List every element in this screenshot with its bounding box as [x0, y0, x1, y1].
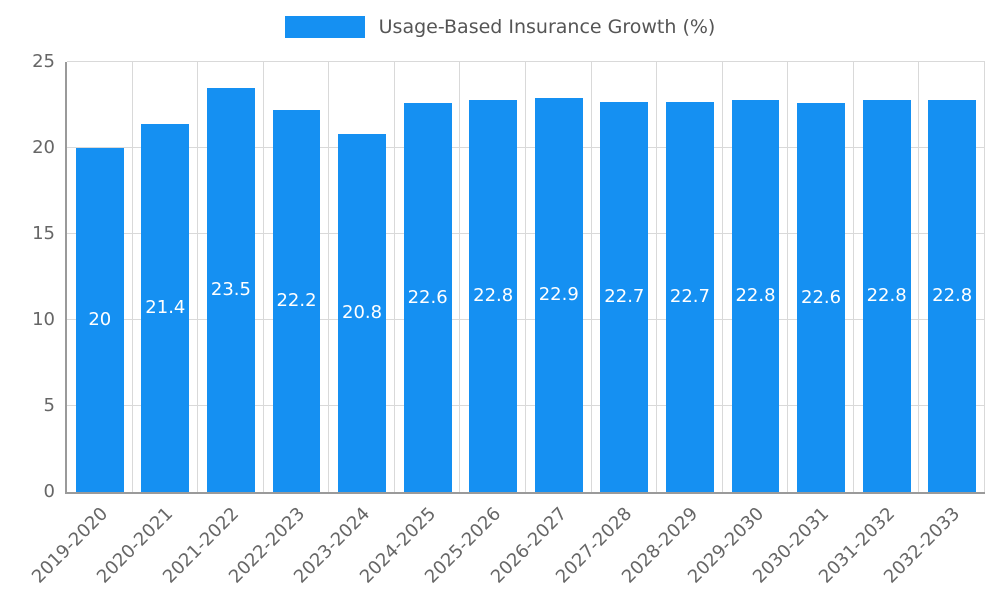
y-tick-label: 10 — [32, 309, 55, 330]
bar — [862, 99, 911, 492]
y-tick-label: 25 — [32, 51, 55, 72]
y-tick-label: 20 — [32, 137, 55, 158]
y-tick-label: 15 — [32, 223, 55, 244]
bar — [534, 98, 583, 492]
v-gridline — [918, 62, 920, 492]
v-gridline — [525, 62, 526, 492]
v-gridline — [984, 62, 985, 492]
bar — [272, 110, 321, 492]
bar-value-label: 22.7 — [669, 285, 710, 307]
bar — [338, 134, 386, 492]
legend-title: Usage-Based Insurance Growth (%) — [378, 16, 716, 38]
bar-value-label: 22.2 — [276, 290, 317, 312]
h-gridline — [67, 233, 985, 234]
v-gridline — [459, 62, 461, 492]
v-gridline — [131, 62, 133, 492]
h-gridline — [67, 147, 985, 148]
bar-value-label: 22.6 — [801, 286, 842, 308]
chart-legend: Usage-Based Insurance Growth (%) — [0, 16, 1000, 38]
v-gridline — [590, 62, 592, 492]
bar — [206, 87, 255, 492]
v-gridline — [852, 62, 854, 492]
bar-value-label: 23.5 — [210, 278, 251, 300]
bar-value-label: 20 — [88, 309, 112, 330]
bar-value-label: 21.4 — [145, 296, 186, 318]
bar-value-label: 22.8 — [932, 284, 973, 306]
bar — [928, 99, 977, 492]
h-gridline — [67, 405, 985, 406]
bar — [797, 103, 845, 492]
bar — [600, 101, 649, 492]
v-gridline — [262, 62, 264, 492]
legend-swatch — [284, 16, 365, 38]
bar — [469, 99, 518, 492]
v-gridline — [656, 62, 658, 492]
bar — [731, 99, 780, 492]
v-gridline — [328, 62, 330, 492]
h-gridline — [67, 61, 985, 62]
v-gridline — [393, 62, 395, 492]
bar-value-label: 22.9 — [538, 284, 579, 306]
plot-area: 20 21.4 23.5 22.2 20.8 22.6 22.8 22.9 22.7 22.7 22… — [65, 61, 985, 494]
v-gridline — [787, 62, 789, 492]
v-gridline — [197, 62, 199, 492]
bar-value-label: 22.7 — [604, 285, 645, 307]
bar-value-label: 22.8 — [866, 284, 907, 306]
bar — [665, 101, 714, 492]
bar — [75, 148, 124, 492]
bar-value-label: 22.6 — [407, 286, 448, 308]
bar — [403, 103, 452, 492]
h-gridline — [67, 319, 985, 320]
bar — [141, 123, 190, 492]
bar-value-label: 20.8 — [342, 302, 383, 324]
bar-value-label: 22.8 — [735, 284, 776, 306]
v-gridline — [721, 62, 723, 492]
y-tick-label: 5 — [43, 395, 55, 416]
bar-value-label: 22.8 — [473, 284, 514, 306]
y-tick-label: 0 — [43, 481, 55, 502]
